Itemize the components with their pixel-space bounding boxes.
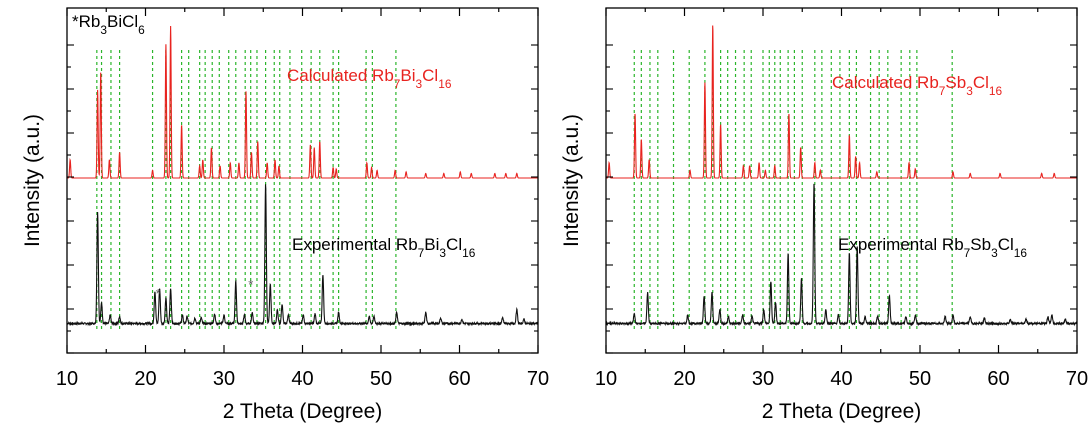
label-sub: 7 [418, 246, 425, 260]
x-tick-label: 30 [213, 368, 235, 390]
label-sub: 7 [964, 246, 971, 260]
label-part: Cl [973, 73, 989, 92]
y-axis-title: Intensity (a.u.) [21, 114, 44, 247]
label-sub: 3 [991, 246, 998, 260]
series-line-experimental [66, 184, 539, 327]
x-tick-label: 20 [134, 368, 156, 390]
x-axis-title: 2 Theta (Degree) [762, 400, 922, 423]
y-axis-title: Intensity (a.u.) [560, 114, 583, 247]
label-sub: 16 [1014, 246, 1028, 260]
label-sub: 3 [439, 246, 446, 260]
x-tick-label: 40 [291, 368, 313, 390]
label-part: Sb [945, 73, 966, 92]
label-part: Calculated Rb [832, 73, 939, 92]
label-part: Cl [998, 235, 1014, 254]
x-tick-label: 60 [987, 368, 1009, 390]
label-sub: 16 [438, 77, 452, 91]
series-line-calculated [67, 25, 538, 179]
label-sub: 16 [989, 84, 1003, 98]
series-line-calculated [606, 25, 1077, 179]
plot-frame [66, 7, 539, 354]
label-part: BiCl [107, 12, 138, 31]
x-tick-label: 50 [909, 368, 931, 390]
series-label-calculated: Calculated Rb7Sb3Cl16 [832, 73, 1003, 98]
x-axis-title: 2 Theta (Degree) [223, 400, 383, 423]
plot-frame [605, 7, 1078, 354]
impurity-label: *Rb3BiCl6 [72, 12, 145, 37]
label-sub: 16 [462, 246, 476, 260]
x-tick-label: 20 [673, 368, 695, 390]
x-tick-label: 40 [830, 368, 852, 390]
label-part: Rb [79, 12, 101, 31]
x-tick-label: 70 [527, 368, 549, 390]
label-part: Sb [970, 235, 991, 254]
x-tick-label: 10 [56, 368, 78, 390]
series-label-experimental: Experimental Rb7Bi3Cl16 [292, 235, 476, 260]
label-sub: 3 [416, 77, 423, 91]
label-sub: 6 [138, 23, 145, 37]
label-sub: 7 [939, 84, 946, 98]
label-part: Experimental Rb [838, 235, 964, 254]
x-tick-label: 30 [752, 368, 774, 390]
x-tick-label: 70 [1066, 368, 1088, 390]
label-sub: 3 [100, 23, 107, 37]
label-sub: 7 [394, 77, 401, 91]
label-part: Bi [424, 235, 439, 254]
x-tick-label: 60 [448, 368, 470, 390]
x-tick-label: 50 [370, 368, 392, 390]
series-label-calculated: Calculated Rb7Bi3Cl16 [287, 66, 452, 91]
series-line-experimental [605, 183, 1078, 327]
label-part: Experimental Rb [292, 235, 418, 254]
label-part: Cl [446, 235, 462, 254]
label-part: Bi [400, 66, 415, 85]
x-tick-label: 10 [595, 368, 617, 390]
label-sub: 3 [966, 84, 973, 98]
label-part: Calculated Rb [287, 66, 394, 85]
impurity-star: * [156, 286, 161, 301]
series-label-experimental: Experimental Rb7Sb3Cl16 [838, 235, 1027, 260]
impurity-star: * [248, 277, 253, 292]
label-part: Cl [422, 66, 438, 85]
label-part: * [72, 12, 79, 31]
